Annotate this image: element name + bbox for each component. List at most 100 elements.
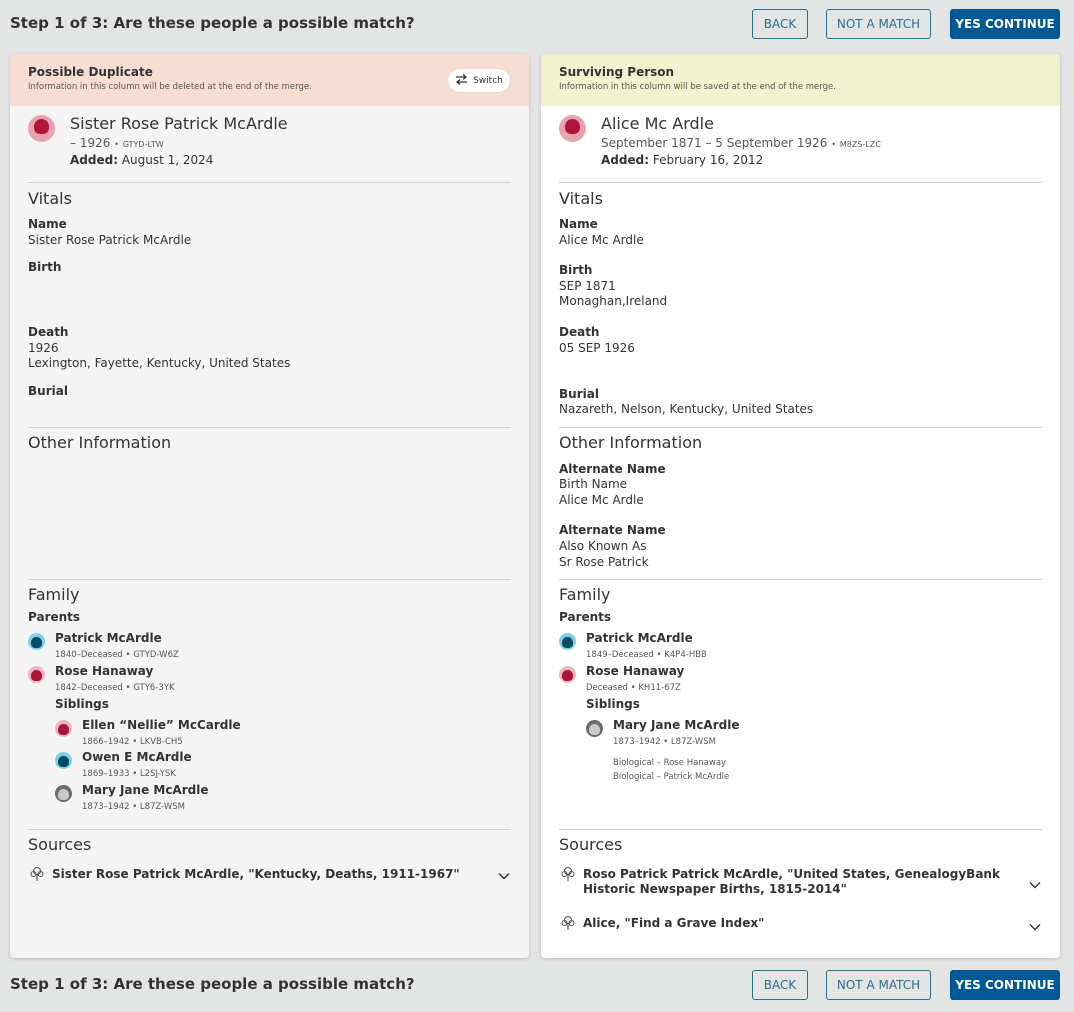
siblings-label: Siblings — [55, 697, 109, 711]
person-id: GTYD-LTW — [122, 140, 164, 149]
column-title: Possible Duplicate — [28, 65, 153, 79]
divider — [559, 829, 1042, 830]
sources-heading: Sources — [559, 835, 623, 854]
female-avatar-icon — [55, 720, 72, 737]
person-life-line: – 1926 • GTYD-LTW — [70, 136, 164, 150]
photo-avatar-icon — [586, 720, 603, 737]
siblings-label: Siblings — [586, 697, 640, 711]
chevron-down-icon[interactable] — [498, 869, 510, 883]
parent-details: 1842–Deceased • GTY6-3YK — [55, 683, 175, 693]
family-heading: Family — [28, 585, 80, 604]
family-heading: Family — [559, 585, 611, 604]
alternate-name-type: Also Known As — [559, 539, 647, 553]
parent-details: Deceased • KH11-67Z — [586, 683, 681, 693]
relationship-type: Biological – Rose Hanaway — [613, 758, 727, 768]
alternate-name-label: Alternate Name — [559, 523, 666, 537]
death-date: 05 SEP 1926 — [559, 341, 635, 355]
parent-name[interactable]: Patrick McArdle — [586, 631, 693, 645]
sibling-name[interactable]: Ellen “Nellie” McCardle — [82, 718, 241, 732]
divider — [559, 182, 1042, 183]
sibling-name[interactable]: Mary Jane McArdle — [613, 718, 740, 732]
divider — [28, 829, 511, 830]
death-label: Death — [28, 325, 69, 339]
person-dates: September 1871 – 5 September 1926 — [601, 136, 828, 150]
added-value: August 1, 2024 — [121, 153, 214, 167]
divider — [559, 427, 1042, 428]
column-title: Surviving Person — [559, 65, 675, 79]
sibling-details: 1873–1942 • L87Z-WSM — [82, 802, 186, 812]
burial-label: Burial — [28, 384, 68, 398]
not-a-match-button[interactable]: NOT A MATCH — [826, 9, 931, 39]
male-avatar-icon — [55, 752, 72, 769]
possible-duplicate-column: Possible Duplicate Information in this c… — [10, 54, 529, 958]
name-label: Name — [28, 217, 67, 231]
step-title: Step 1 of 3: Are these people a possible… — [10, 14, 415, 32]
column-subtitle: Information in this column will be saved… — [559, 82, 836, 92]
not-a-match-button[interactable]: NOT A MATCH — [826, 970, 931, 1000]
yes-continue-button[interactable]: YES CONTINUE — [950, 9, 1060, 39]
chevron-down-icon[interactable] — [1029, 878, 1041, 892]
yes-continue-button[interactable]: YES CONTINUE — [950, 970, 1060, 1000]
parents-label: Parents — [559, 610, 612, 624]
back-button[interactable]: BACK — [752, 9, 808, 39]
burial-place: Nazareth, Nelson, Kentucky, United State… — [559, 402, 814, 416]
parent-details: 1849–Deceased • K4P4-HBB — [586, 650, 707, 660]
alternate-name-value: Sr Rose Patrick — [559, 555, 649, 569]
birth-label: Birth — [559, 263, 593, 277]
person-avatar — [559, 115, 586, 142]
name-value: Alice Mc Ardle — [559, 233, 644, 247]
parent-details: 1840–Deceased • GTYD-W6Z — [55, 650, 179, 660]
switch-label: Switch — [473, 75, 503, 86]
added-date: Added: February 16, 2012 — [601, 153, 763, 167]
divider — [28, 182, 511, 183]
relationship-type: Biological – Patrick McArdle — [613, 772, 730, 782]
name-label: Name — [559, 217, 598, 231]
added-value: February 16, 2012 — [652, 153, 764, 167]
top-step-bar: Step 1 of 3: Are these people a possible… — [0, 0, 1074, 48]
source-title[interactable]: Roso Patrick Patrick McArdle, "United St… — [583, 867, 1000, 896]
swap-icon — [455, 73, 468, 88]
sources-heading: Sources — [28, 835, 92, 854]
divider — [28, 427, 511, 428]
added-label: Added: — [70, 153, 118, 167]
source-title[interactable]: Alice, "Find a Grave Index" — [583, 916, 765, 930]
person-name[interactable]: Alice Mc Ardle — [601, 114, 714, 133]
person-name[interactable]: Sister Rose Patrick McArdle — [70, 114, 288, 133]
tree-icon — [561, 866, 575, 882]
person-dates: – 1926 — [70, 136, 111, 150]
sibling-name[interactable]: Owen E McArdle — [82, 750, 192, 764]
person-id-separator: • — [114, 140, 119, 149]
alternate-name-label: Alternate Name — [559, 462, 666, 476]
bottom-step-bar: Step 1 of 3: Are these people a possible… — [0, 961, 1074, 1009]
burial-label: Burial — [559, 387, 599, 401]
person-avatar — [28, 115, 55, 142]
sibling-details: 1869–1933 • L2SJ-YSK — [82, 769, 176, 779]
parent-name[interactable]: Rose Hanaway — [586, 664, 685, 678]
back-button[interactable]: BACK — [752, 970, 808, 1000]
chevron-down-icon[interactable] — [1029, 920, 1041, 934]
vitals-heading: Vitals — [559, 189, 603, 208]
divider — [28, 579, 511, 580]
female-avatar-icon — [28, 666, 45, 683]
parent-name[interactable]: Rose Hanaway — [55, 664, 154, 678]
sibling-name[interactable]: Mary Jane McArdle — [82, 783, 209, 797]
person-id: M8ZS-LZC — [839, 140, 881, 149]
parent-name[interactable]: Patrick McArdle — [55, 631, 162, 645]
death-date: 1926 — [28, 341, 59, 355]
sibling-details: 1873–1942 • L87Z-WSM — [613, 737, 717, 747]
birth-date: SEP 1871 — [559, 279, 616, 293]
alternate-name-value: Alice Mc Ardle — [559, 493, 644, 507]
step-title: Step 1 of 3: Are these people a possible… — [10, 975, 415, 993]
name-value: Sister Rose Patrick McArdle — [28, 233, 192, 247]
death-place: Lexington, Fayette, Kentucky, United Sta… — [28, 356, 291, 370]
birth-label: Birth — [28, 260, 62, 274]
switch-button[interactable]: Switch — [448, 69, 510, 92]
vitals-heading: Vitals — [28, 189, 72, 208]
surviving-person-header: Surviving Person Information in this col… — [541, 54, 1060, 106]
source-title[interactable]: Sister Rose Patrick McArdle, "Kentucky, … — [52, 867, 460, 881]
birth-place: Monaghan,Ireland — [559, 294, 668, 308]
tree-icon — [561, 915, 575, 931]
male-avatar-icon — [28, 633, 45, 650]
other-information-heading: Other Information — [28, 433, 172, 452]
added-label: Added: — [601, 153, 649, 167]
